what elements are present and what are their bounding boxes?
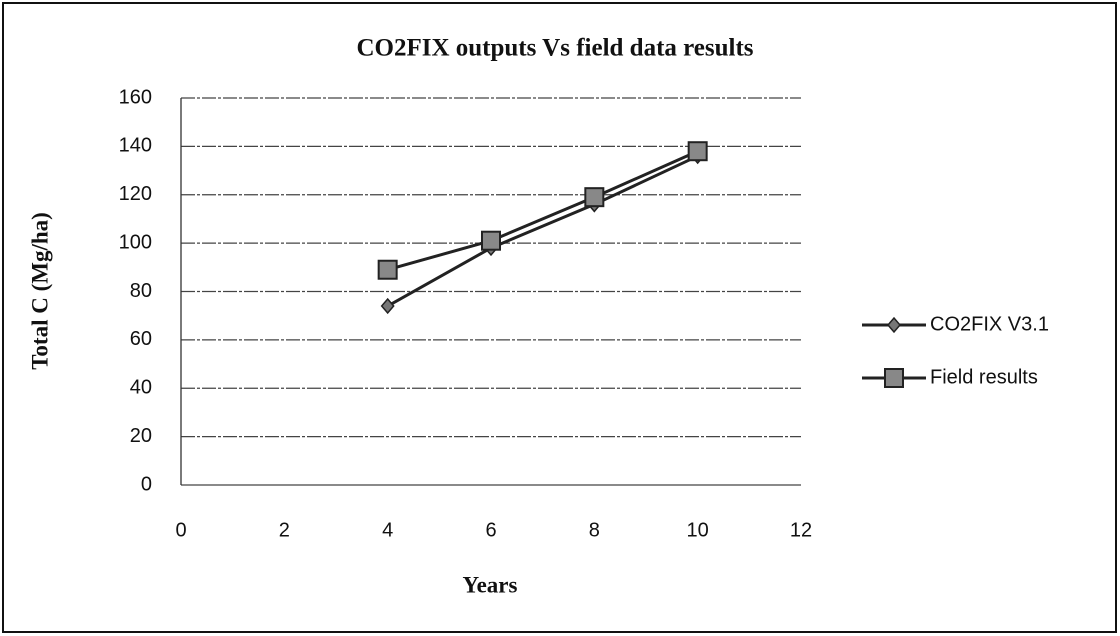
y-axis-label: Total C (Mg/ha)	[27, 212, 52, 370]
square-marker	[481, 230, 501, 251]
y-tick-label: 60	[130, 328, 152, 350]
y-tick-label: 20	[130, 425, 152, 447]
diamond-marker	[380, 297, 395, 315]
series-line	[387, 149, 699, 272]
y-tick-label: 100	[119, 231, 152, 253]
y-tick-label: 80	[130, 280, 152, 302]
diamond-marker	[887, 316, 901, 334]
x-tick-label: 4	[382, 519, 393, 541]
y-tick-label: 140	[119, 135, 152, 157]
x-tick-label: 2	[279, 519, 290, 541]
square-marker	[884, 368, 904, 388]
y-tick-label: 120	[119, 183, 152, 205]
y-tick-label: 0	[141, 473, 152, 495]
square-marker	[687, 141, 708, 162]
x-axis-label: Years	[463, 572, 518, 597]
y-tick-label: 40	[130, 377, 152, 399]
x-tick-label: 10	[687, 519, 709, 541]
legend-label: Field results	[930, 366, 1038, 388]
chart-title: CO2FIX outputs Vs field data results	[356, 35, 753, 62]
square-marker	[377, 259, 398, 280]
x-tick-label: 0	[175, 519, 186, 541]
y-tick-label: 160	[119, 86, 152, 108]
x-tick-label: 6	[485, 519, 496, 541]
square-marker	[584, 187, 605, 208]
legend-label: CO2FIX V3.1	[930, 313, 1049, 335]
series-line	[386, 154, 699, 308]
x-tick-label: 12	[790, 519, 812, 541]
x-tick-label: 8	[589, 519, 600, 541]
